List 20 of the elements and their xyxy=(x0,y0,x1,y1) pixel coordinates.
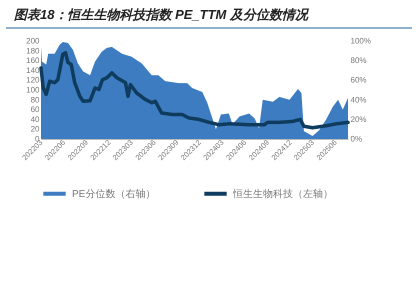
y2-tick-label: 20% xyxy=(350,114,367,124)
legend-label: 恒生生物科技（左轴） xyxy=(232,188,333,200)
y-tick-label: 120 xyxy=(26,76,40,85)
y2-tick-label: 60% xyxy=(350,76,367,85)
y-tick-label: 40 xyxy=(30,114,40,124)
y-tick-label: 20 xyxy=(30,124,40,134)
y-tick-label: 160 xyxy=(26,56,40,66)
y-tick-label: 80 xyxy=(30,95,40,104)
y-tick-label: 140 xyxy=(26,66,40,75)
y-tick-label: 180 xyxy=(26,46,40,56)
line-series xyxy=(39,51,350,130)
y-tick-label: 60 xyxy=(30,105,40,114)
y2-tick-label: 0% xyxy=(350,134,362,144)
y-tick-label: 200 xyxy=(26,36,40,46)
y2-tick-label: 40% xyxy=(350,95,367,104)
y-tick-label: 100 xyxy=(26,86,40,94)
y2-tick-label: 100% xyxy=(350,36,371,46)
legend-label: PE分位数（右轴） xyxy=(72,188,156,200)
chart-title: 图表18：恒生生物科技指数 PE_TTM 及分位数情况 xyxy=(6,0,412,29)
y2-tick-label: 80% xyxy=(350,56,367,66)
